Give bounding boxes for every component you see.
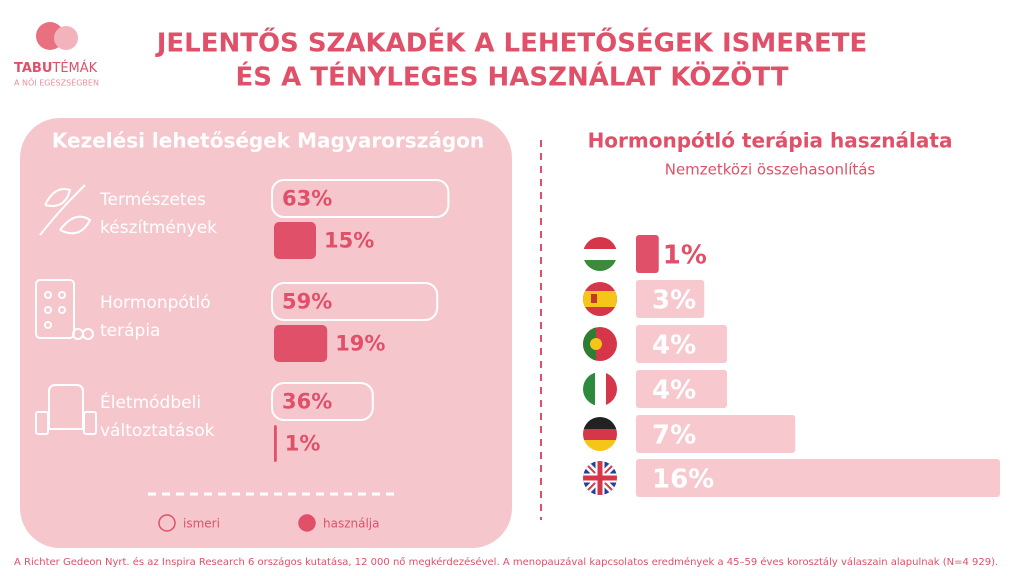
flag-es <box>583 282 617 316</box>
title-line: JELENTŐS SZAKADÉK A LEHETŐSÉGEK ISMERETE <box>155 27 868 59</box>
value-label: 4% <box>652 331 696 361</box>
flag-pt <box>583 327 617 361</box>
bar <box>636 415 796 453</box>
value-label: 36% <box>282 390 332 414</box>
value-label: 15% <box>324 229 374 253</box>
value-label: 7% <box>652 421 696 451</box>
value-label: 19% <box>335 332 385 356</box>
value-label: 3% <box>652 286 696 316</box>
flag-hu <box>583 237 617 271</box>
chart-subtitle: Nemzetközi összehasonlítás <box>665 161 876 179</box>
value-label: 16% <box>652 465 714 495</box>
flag-uk <box>583 461 617 495</box>
logo-light: TÉMÁK <box>51 60 97 76</box>
bar <box>274 425 277 462</box>
footer: A Richter Gedeon Nyrt. és az Inspira Res… <box>14 556 998 568</box>
logo-brand: TABUTÉMÁK <box>14 60 98 76</box>
value-label: 1% <box>285 432 321 456</box>
bar <box>636 370 727 408</box>
panel <box>20 118 512 548</box>
flag-de <box>583 417 617 451</box>
bar <box>274 222 316 259</box>
bar-frame <box>271 282 439 321</box>
bar <box>636 280 705 318</box>
legend-label: használja <box>323 517 380 531</box>
bar-frame <box>271 382 374 421</box>
logo-bold: TABU <box>14 61 52 76</box>
icons <box>35 184 97 435</box>
bar <box>636 325 727 363</box>
value-label: 59% <box>282 290 332 314</box>
panel-title: Kezelési lehetőségek Magyarországon <box>52 129 484 153</box>
value-label: 4% <box>652 376 696 406</box>
bar <box>636 235 659 273</box>
bar <box>274 325 328 362</box>
bar-frame <box>271 179 450 218</box>
category-label: Életmódbeli változtatások <box>100 393 215 441</box>
legend-swatch <box>298 514 316 532</box>
value-label: 63% <box>282 187 332 211</box>
chart-title: Hormonpótló terápia használata <box>588 129 953 153</box>
logo-icon <box>36 22 78 50</box>
logo-tagline: A NŐI EGÉSZSÉGBEN <box>14 77 99 88</box>
category-label: Természetes készítmények <box>100 190 218 238</box>
title-line: ÉS A TÉNYLEGES HASZNÁLAT KÖZÖTT <box>236 60 789 93</box>
legend-label: ismeri <box>183 517 220 531</box>
value-label: 1% <box>663 241 707 271</box>
bar <box>636 459 1000 497</box>
legend-swatch <box>158 514 176 532</box>
category-label: Hormonpótló terápia <box>100 293 211 341</box>
flag-it <box>583 372 617 406</box>
